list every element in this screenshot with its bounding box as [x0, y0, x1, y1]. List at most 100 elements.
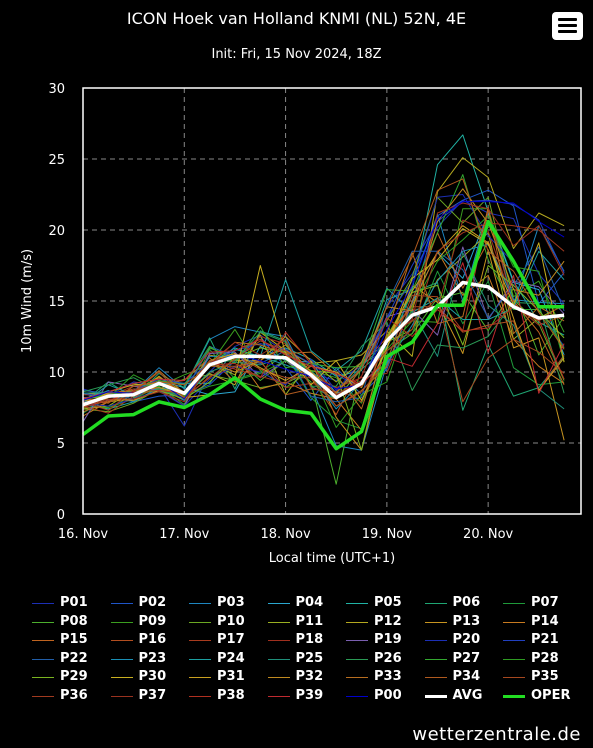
- legend-label: P33: [374, 669, 402, 684]
- site-credit: wetterzentrale.de: [412, 724, 581, 745]
- legend-label: P30: [138, 669, 167, 684]
- legend-label: P31: [217, 669, 245, 684]
- main-series: [81, 219, 565, 451]
- series-line-p05: [82, 134, 565, 410]
- legend-swatch: [267, 695, 290, 697]
- series-line-avg: [82, 280, 565, 407]
- y-ticks: 0 5 10 15 20 25 30: [48, 82, 65, 523]
- legend-swatch: [503, 603, 525, 604]
- legend-swatch: [32, 677, 54, 678]
- legend-swatch: [189, 603, 211, 604]
- legend-label: P14: [531, 613, 559, 629]
- legend-label: P17: [217, 632, 245, 647]
- legend-label: P39: [295, 687, 324, 703]
- legend-swatch: [424, 658, 447, 660]
- legend-swatch: [267, 603, 290, 604]
- y-axis-label: 10m Wind (m/s): [20, 249, 35, 353]
- legend-label: P24: [217, 650, 245, 666]
- legend-label: P32: [295, 669, 324, 684]
- legend-swatch: [110, 695, 133, 697]
- legend-swatch: [503, 658, 525, 660]
- wind-chart: 0 5 10 15 20 25 30 16. Nov 17. Nov 18. Nov 19. No…: [20, 82, 582, 566]
- legend-label: P34: [452, 669, 481, 684]
- legend-label: P38: [217, 687, 245, 703]
- legend-label: P02: [138, 595, 167, 610]
- legend-label: P09: [138, 613, 167, 629]
- legend-swatch: [110, 640, 133, 641]
- legend-label: P36: [60, 687, 88, 703]
- y-tick-label: 10: [48, 366, 65, 381]
- legend-label: P29: [60, 669, 88, 684]
- legend-label: P20: [452, 632, 481, 647]
- legend-label: OPER: [531, 687, 571, 703]
- series-line-p38: [82, 306, 565, 408]
- series-line-p13: [82, 249, 565, 451]
- legend-swatch: [503, 694, 525, 698]
- legend-label: P07: [531, 595, 559, 610]
- legend-swatch: [346, 621, 368, 623]
- legend-swatch: [189, 640, 211, 641]
- legend-swatch: [32, 695, 54, 697]
- series-line-p29: [82, 265, 565, 451]
- legend-label: P15: [60, 632, 88, 647]
- legend-label: P11: [295, 613, 324, 629]
- series-line-p37: [82, 202, 565, 407]
- series-line-p33: [82, 206, 565, 410]
- legend-swatch: [32, 603, 54, 604]
- chart-subtitle: Init: Fri, 15 Nov 2024, 18Z: [211, 47, 382, 62]
- y-tick-label: 15: [48, 295, 65, 310]
- x-tick-label: 18. Nov: [260, 527, 310, 542]
- legend-swatch: [503, 640, 525, 641]
- series-line-p03: [83, 209, 565, 451]
- legend-label: P21: [531, 632, 559, 647]
- x-axis-label: Local time (UTC+1): [269, 551, 395, 566]
- x-tick-label: 19. Nov: [362, 527, 412, 542]
- legend-swatch: [110, 603, 133, 604]
- legend-swatch: [424, 603, 447, 604]
- legend-swatch: [32, 640, 54, 641]
- legend-swatch: [267, 658, 290, 660]
- legend-swatch: [346, 695, 368, 697]
- legend-label: P37: [138, 687, 167, 703]
- hamburger-menu-icon[interactable]: [552, 12, 583, 40]
- y-tick-label: 20: [48, 224, 65, 239]
- legend-label: P19: [374, 632, 402, 647]
- legend-swatch: [346, 658, 368, 660]
- series-line-p35: [82, 294, 565, 407]
- legend-label: P27: [452, 650, 481, 666]
- legend-label: P05: [374, 595, 402, 610]
- x-tick-label: 17. Nov: [159, 527, 209, 542]
- y-tick-label: 25: [48, 153, 65, 168]
- y-tick-label: 0: [57, 508, 65, 523]
- y-tick-label: 5: [57, 437, 65, 452]
- legend-label: P13: [452, 613, 481, 629]
- legend-swatch: [503, 621, 525, 623]
- legend-swatch: [424, 640, 447, 641]
- legend-label: P16: [138, 632, 167, 647]
- x-ticks: 16. Nov 17. Nov 18. Nov 19. Nov 20. Nov: [58, 527, 514, 542]
- legend-label: P06: [452, 595, 481, 610]
- legend-label: P03: [217, 595, 245, 610]
- legend-label: P00: [374, 687, 402, 703]
- legend-label: AVG: [452, 687, 483, 703]
- legend-swatch: [267, 640, 290, 641]
- legend-label: P01: [60, 595, 88, 610]
- legend-swatch: [346, 677, 368, 678]
- legend-swatch: [503, 677, 525, 678]
- series-line-p27: [82, 174, 565, 401]
- legend-swatch: [346, 603, 368, 604]
- legend-label: P04: [295, 595, 324, 610]
- legend-label: P25: [295, 650, 324, 666]
- x-tick-label: 20. Nov: [463, 527, 513, 542]
- legend-swatch: [110, 621, 133, 623]
- y-tick-label: 30: [48, 82, 65, 97]
- legend-swatch: [32, 658, 54, 660]
- chart-title: ICON Hoek van Holland KNMI (NL) 52N, 4E: [126, 9, 467, 28]
- legend-label: P08: [60, 613, 88, 629]
- legend-label: P12: [374, 613, 402, 629]
- legend-label: P18: [295, 632, 324, 647]
- series-line-oper: [81, 219, 565, 451]
- x-tick-label: 16. Nov: [58, 527, 108, 542]
- legend-swatch: [424, 694, 447, 698]
- legend-label: P23: [138, 650, 167, 666]
